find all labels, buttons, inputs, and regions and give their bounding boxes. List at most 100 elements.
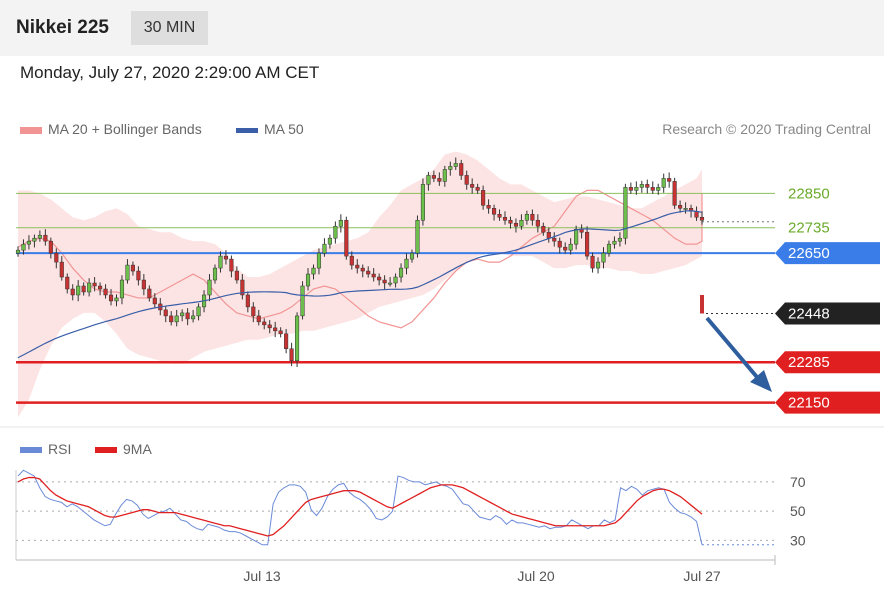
candle-body <box>683 208 688 210</box>
candle-body <box>191 315 196 320</box>
candle-body <box>508 219 513 224</box>
candle-body <box>563 246 568 251</box>
candle-body <box>634 187 639 191</box>
candle-body <box>245 294 250 308</box>
candle-body <box>453 163 458 167</box>
candle-body <box>535 219 540 227</box>
candle-body <box>48 240 53 254</box>
candle-body <box>475 187 480 191</box>
candle-body <box>180 312 185 317</box>
candle-body <box>59 261 64 278</box>
last-candle <box>700 294 704 314</box>
copyright-text: Research © 2020 Trading Central <box>662 121 871 137</box>
candle-body <box>541 225 546 233</box>
timeframe-badge[interactable]: 30 MIN <box>131 11 208 45</box>
candle-body <box>667 178 672 182</box>
level-tag-text-22448: 22448 <box>788 306 830 323</box>
legend-bollinger: MA 20 + Bollinger Bands <box>20 121 202 137</box>
rsi-series-9ma <box>17 476 703 537</box>
candle-body <box>585 231 590 257</box>
candle-body <box>322 243 327 254</box>
candle-body <box>327 237 332 245</box>
candle-body <box>163 309 168 317</box>
candle-body <box>185 312 190 320</box>
candle-body <box>108 294 114 302</box>
candle-body <box>645 184 650 188</box>
legend-ma50-swatch <box>236 127 258 133</box>
rsi-tick-70: 70 <box>790 474 806 490</box>
candle-body <box>333 225 338 239</box>
candle-body <box>26 240 31 245</box>
candle-body <box>606 243 612 254</box>
legend-ma50-label: MA 50 <box>264 121 304 137</box>
candle-body <box>136 270 141 281</box>
candle-body <box>311 267 316 275</box>
candle-body <box>147 288 152 299</box>
ma50-line <box>17 210 703 359</box>
candle-body <box>519 219 524 227</box>
legend-9ma-label: 9MA <box>123 441 152 457</box>
candle-body <box>568 243 573 251</box>
candle-body <box>377 276 382 281</box>
candle-body <box>595 261 601 269</box>
candle-body <box>54 252 59 263</box>
candle-body <box>486 205 491 209</box>
candle-body <box>152 297 157 305</box>
forecast-arrow-shaft <box>705 316 764 385</box>
rsi-tick-50: 50 <box>790 503 806 519</box>
candle-body <box>273 327 278 332</box>
candle-body <box>43 234 48 242</box>
legend-9ma: 9MA <box>95 441 152 457</box>
legend-9ma-swatch <box>95 447 117 454</box>
candle-body <box>513 222 519 227</box>
candle-body <box>295 315 300 361</box>
candle-body <box>278 330 283 335</box>
candle-body <box>639 184 644 188</box>
candle-body <box>557 240 562 248</box>
candle-body <box>661 178 666 188</box>
candle-body <box>212 267 218 281</box>
candle-body <box>81 285 86 293</box>
candle-body <box>92 282 97 287</box>
candle-body <box>37 234 42 239</box>
x-tick-jul-20: Jul 20 <box>517 568 555 584</box>
candle-body <box>601 252 606 263</box>
legend-ma50: MA 50 <box>236 121 304 137</box>
candle-body <box>267 324 272 329</box>
chart-datetime: Monday, July 27, 2020 2:29:00 AM CET <box>20 63 320 82</box>
candle-body <box>174 315 179 323</box>
candle-body <box>316 252 322 269</box>
candle-body <box>251 306 256 317</box>
candle-body <box>130 264 135 272</box>
candle-body <box>300 285 305 317</box>
candle-body <box>552 237 557 242</box>
legend-bollinger-swatch <box>20 126 42 134</box>
candle-body <box>530 214 535 221</box>
candle-body <box>459 163 464 176</box>
candle-body <box>612 240 617 245</box>
candle-body <box>464 175 469 185</box>
candle-body <box>656 187 661 191</box>
candle-body <box>382 279 387 284</box>
candle-body <box>218 255 223 269</box>
level-tag-text-22150: 22150 <box>788 395 830 412</box>
candle-body <box>371 273 376 278</box>
candle-body <box>420 184 425 221</box>
level-tag-22150 <box>775 391 880 414</box>
candle-body <box>355 264 360 269</box>
instrument-title: Nikkei 225 <box>16 17 109 38</box>
candle-body <box>524 214 529 221</box>
candle-body <box>393 276 398 284</box>
header-bar: Nikkei 225 30 MIN <box>0 0 884 56</box>
candle-body <box>492 208 497 215</box>
candle-body <box>502 217 508 221</box>
level-tag-text-22285: 22285 <box>788 354 830 371</box>
legend-bollinger-label: MA 20 + Bollinger Bands <box>48 121 202 137</box>
candle-body <box>415 219 420 254</box>
legend-rsi-swatch <box>20 447 42 454</box>
candle-body <box>344 219 349 257</box>
candle-body <box>103 288 108 296</box>
candle-body <box>366 270 371 275</box>
candle-body <box>21 243 26 251</box>
